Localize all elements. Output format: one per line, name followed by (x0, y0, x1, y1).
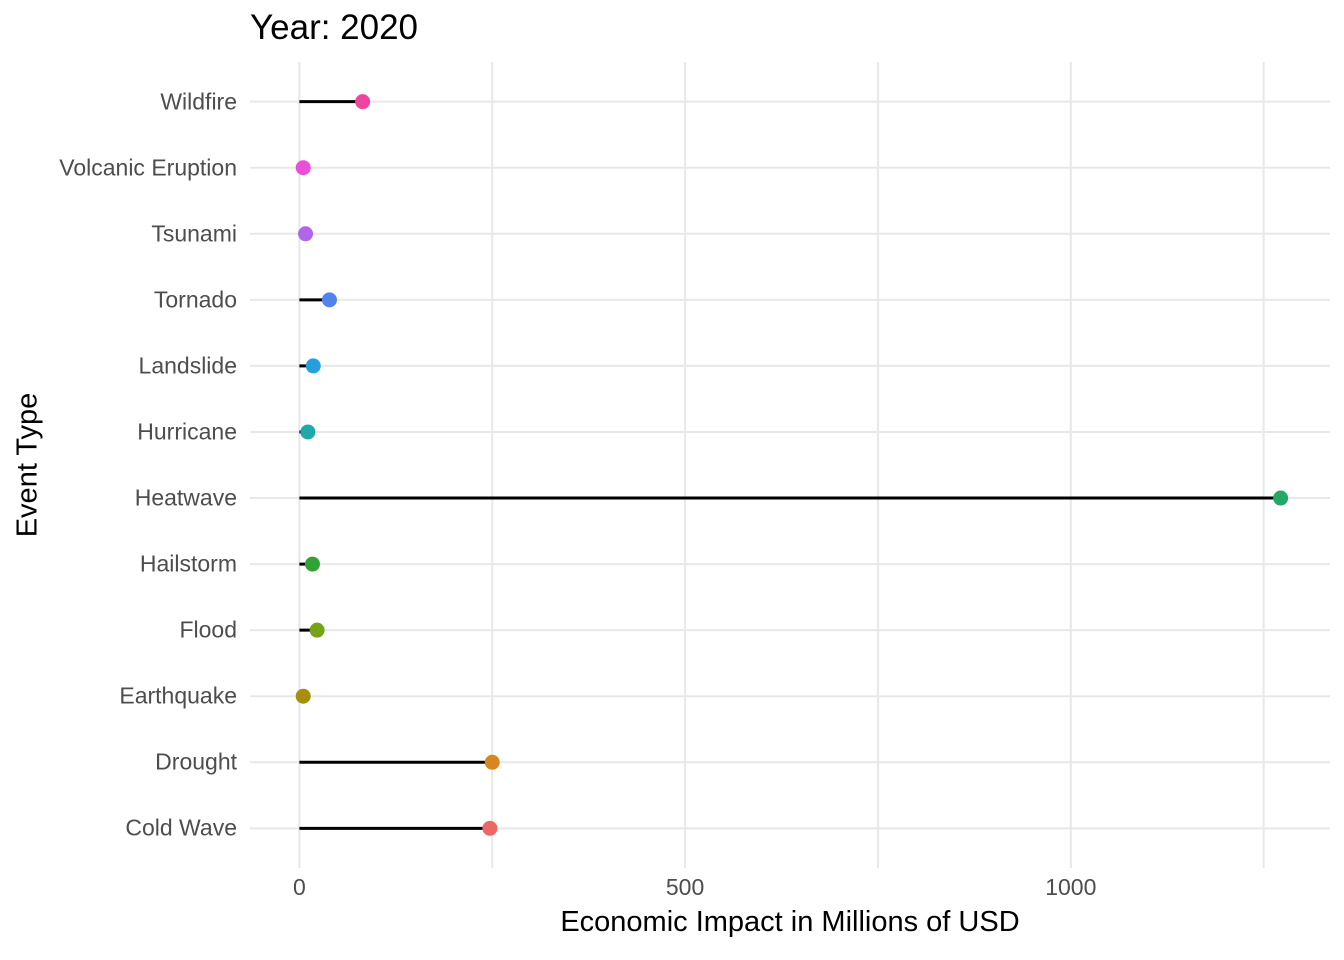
data-point-landslide (305, 358, 321, 374)
data-point-earthquake (295, 688, 311, 704)
data-point-tornado (321, 292, 337, 308)
y-tick-label: Wildfire (160, 88, 237, 115)
x-axis-title: Economic Impact in Millions of USD (560, 906, 1020, 938)
data-point-hurricane (300, 424, 316, 440)
y-tick-label: Cold Wave (125, 814, 237, 841)
y-tick-label: Tsunami (151, 220, 237, 247)
data-point-hailstorm (304, 556, 320, 572)
data-point-flood (309, 622, 325, 638)
y-tick-label: Earthquake (119, 682, 237, 709)
data-point-volcanic-eruption (295, 160, 311, 176)
data-point-wildfire (355, 94, 371, 110)
y-tick-label: Hailstorm (139, 550, 237, 577)
x-tick-label: 0 (292, 874, 306, 900)
y-tick-label: Flood (179, 616, 237, 643)
y-tick-label: Landslide (138, 352, 237, 379)
chart-title: Year: 2020 (250, 8, 419, 47)
y-tick-label: Hurricane (137, 418, 237, 445)
x-tick-label: 1000 (1045, 874, 1097, 900)
x-tick-label: 500 (665, 874, 705, 900)
data-point-tsunami (298, 226, 314, 242)
data-point-cold-wave (482, 820, 498, 836)
data-point-drought (484, 754, 500, 770)
data-point-heatwave (1273, 490, 1289, 506)
y-tick-label: Volcanic Eruption (59, 154, 237, 181)
y-tick-label: Heatwave (134, 484, 237, 511)
y-tick-label: Drought (155, 748, 237, 775)
y-tick-label: Tornado (153, 286, 237, 313)
